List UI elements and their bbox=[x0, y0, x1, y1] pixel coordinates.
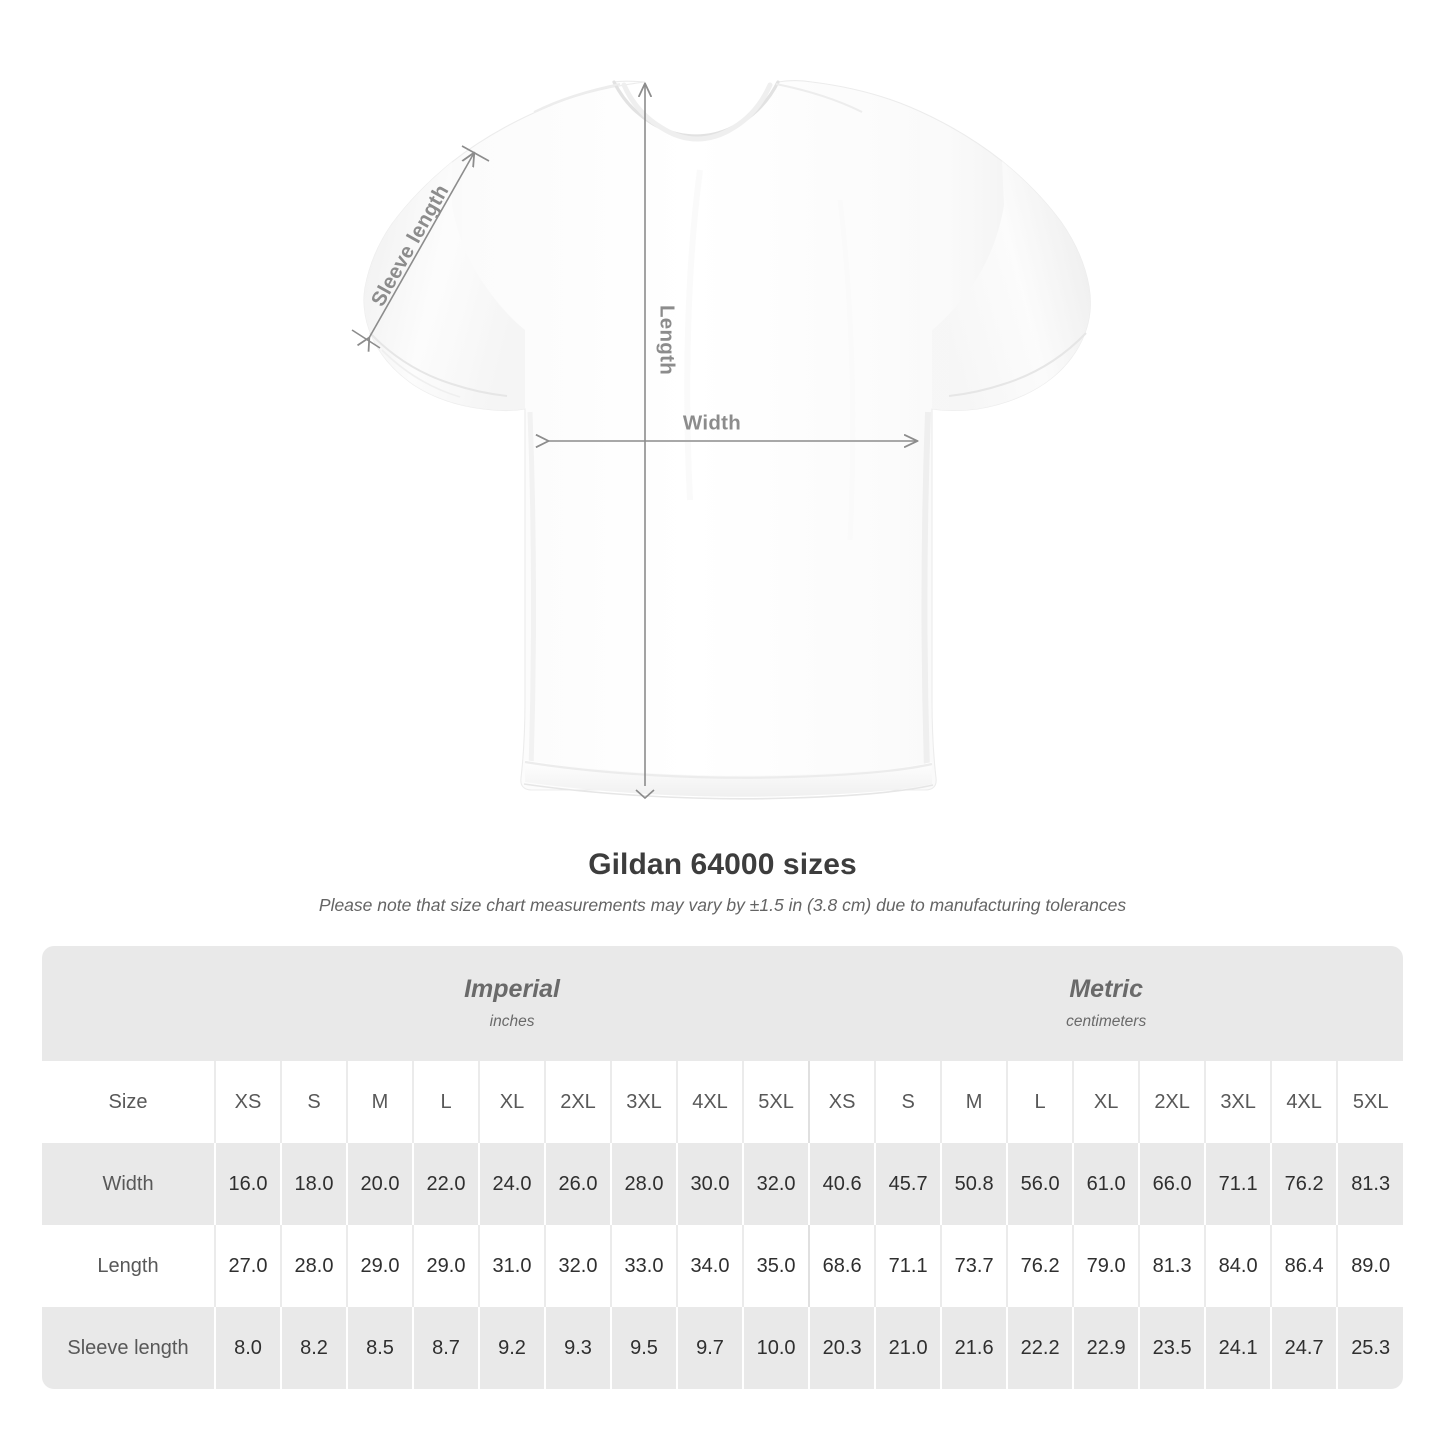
chart-title-block: Gildan 64000 sizes Please note that size… bbox=[0, 845, 1445, 917]
measurement-cell: 21.6 bbox=[940, 1307, 1008, 1389]
size-header-cell: S bbox=[874, 1061, 942, 1143]
measurement-cell: 66.0 bbox=[1138, 1143, 1206, 1225]
measurement-cell: 50.8 bbox=[940, 1143, 1008, 1225]
measurement-cell: 71.1 bbox=[874, 1225, 942, 1307]
measurement-cell: 35.0 bbox=[741, 1225, 810, 1307]
table-row: Sleeve length 8.0 8.2 8.5 8.7 9.2 9.3 9.5 9.7 10.… bbox=[42, 1307, 1404, 1389]
measurement-cell: 30.0 bbox=[676, 1143, 743, 1225]
width-label: Width bbox=[683, 411, 741, 434]
measurement-cell: 34.0 bbox=[676, 1225, 743, 1307]
system-name: Imperial bbox=[464, 974, 560, 1003]
tshirt-measurement-diagram: Sleeve length Length Width bbox=[351, 79, 1091, 800]
measurement-cell: 71.1 bbox=[1204, 1143, 1272, 1225]
size-header-cell: M bbox=[346, 1061, 413, 1143]
measurement-cell: 33.0 bbox=[610, 1225, 677, 1307]
measurement-row-label: Width bbox=[42, 1143, 215, 1225]
system-header-imperial: Imperial inches bbox=[215, 946, 810, 1061]
size-header-cell: L bbox=[1006, 1061, 1074, 1143]
size-header-cell: M bbox=[940, 1061, 1008, 1143]
size-header-cell: 3XL bbox=[1204, 1061, 1272, 1143]
measurement-cell: 24.0 bbox=[478, 1143, 545, 1225]
measurement-cell: 18.0 bbox=[280, 1143, 347, 1225]
measurement-cell: 68.6 bbox=[808, 1225, 876, 1307]
measurement-cell: 84.0 bbox=[1204, 1225, 1272, 1307]
page-title: Gildan 64000 sizes bbox=[588, 848, 857, 881]
measurement-cell: 21.0 bbox=[874, 1307, 942, 1389]
measurement-cell: 23.5 bbox=[1138, 1307, 1206, 1389]
measurement-cell: 61.0 bbox=[1072, 1143, 1140, 1225]
size-header-cell: XL bbox=[478, 1061, 545, 1143]
measurement-cell: 24.1 bbox=[1204, 1307, 1272, 1389]
size-header-cell: 3XL bbox=[610, 1061, 677, 1143]
table-row: Length 27.0 28.0 29.0 29.0 31.0 32.0 33.0 34.0 35… bbox=[42, 1225, 1404, 1307]
system-name: Metric bbox=[1069, 974, 1143, 1003]
measurement-cell: 32.0 bbox=[741, 1143, 810, 1225]
measurement-cell: 27.0 bbox=[214, 1225, 281, 1307]
size-header-cell: 5XL bbox=[741, 1061, 810, 1143]
measurement-cell: 22.9 bbox=[1072, 1307, 1140, 1389]
measurement-cell: 10.0 bbox=[741, 1307, 810, 1389]
measurement-cell: 28.0 bbox=[280, 1225, 347, 1307]
system-unit: inches bbox=[489, 1012, 535, 1030]
size-header-cell: 2XL bbox=[544, 1061, 611, 1143]
measurement-cell: 9.5 bbox=[610, 1307, 677, 1389]
measurement-cell: 22.2 bbox=[1006, 1307, 1074, 1389]
measurement-cell: 40.6 bbox=[808, 1143, 876, 1225]
size-header-cell: 4XL bbox=[1270, 1061, 1338, 1143]
measurement-cell: 9.2 bbox=[478, 1307, 545, 1389]
measurement-cell: 20.0 bbox=[346, 1143, 413, 1225]
size-header-cell: 2XL bbox=[1138, 1061, 1206, 1143]
size-header-cell: S bbox=[280, 1061, 347, 1143]
measurement-cell: 76.2 bbox=[1270, 1143, 1338, 1225]
measurement-cell: 28.0 bbox=[610, 1143, 677, 1225]
measurement-cell: 45.7 bbox=[874, 1143, 942, 1225]
measurement-cell: 26.0 bbox=[544, 1143, 611, 1225]
measurement-cell: 25.3 bbox=[1336, 1307, 1404, 1389]
measurement-cell: 8.0 bbox=[214, 1307, 281, 1389]
size-header-cell: XL bbox=[1072, 1061, 1140, 1143]
table-row: Width 16.0 18.0 20.0 22.0 24.0 26.0 28.0 30.0 32.… bbox=[42, 1143, 1404, 1225]
measurement-cell: 31.0 bbox=[478, 1225, 545, 1307]
size-header-row: Size XS S M L XL 2XL 3XL 4XL 5XL XS S M L XL 2XL 3XL 4XL 5… bbox=[42, 1061, 1404, 1143]
measurement-cell: 86.4 bbox=[1270, 1225, 1338, 1307]
measurement-row-label: Length bbox=[42, 1225, 215, 1307]
measurement-cell: 29.0 bbox=[412, 1225, 479, 1307]
system-row-spacer bbox=[42, 946, 215, 1061]
measurement-cell: 29.0 bbox=[346, 1225, 413, 1307]
measurement-cell: 79.0 bbox=[1072, 1225, 1140, 1307]
measurement-system-row: Imperial inches Metric centimeters bbox=[42, 946, 1404, 1061]
measurement-cell: 16.0 bbox=[214, 1143, 281, 1225]
measurement-cell: 8.2 bbox=[280, 1307, 347, 1389]
measurement-cell: 9.7 bbox=[676, 1307, 743, 1389]
measurement-cell: 56.0 bbox=[1006, 1143, 1074, 1225]
measurement-cell: 24.7 bbox=[1270, 1307, 1338, 1389]
measurement-cell: 81.3 bbox=[1336, 1143, 1404, 1225]
measurement-cell: 20.3 bbox=[808, 1307, 876, 1389]
tshirt-shape bbox=[363, 79, 1091, 800]
size-header-cell: 5XL bbox=[1336, 1061, 1404, 1143]
size-header-cell: L bbox=[412, 1061, 479, 1143]
system-header-metric: Metric centimeters bbox=[809, 946, 1404, 1061]
size-header-cell: 4XL bbox=[676, 1061, 743, 1143]
length-label: Length bbox=[656, 305, 679, 375]
size-header-cell: XS bbox=[808, 1061, 876, 1143]
tshirt-illustration: Sleeve length Length Width bbox=[351, 79, 1091, 800]
measurement-cell: 8.5 bbox=[346, 1307, 413, 1389]
measurement-row-label: Sleeve length bbox=[42, 1307, 215, 1389]
measurement-cell: 22.0 bbox=[412, 1143, 479, 1225]
measurement-cell: 76.2 bbox=[1006, 1225, 1074, 1307]
sleeve-length-arrow bbox=[351, 145, 490, 348]
measurement-tolerance-note: Please note that size chart measurements… bbox=[318, 895, 1127, 915]
measurement-cell: 32.0 bbox=[544, 1225, 611, 1307]
measurement-cell: 81.3 bbox=[1138, 1225, 1206, 1307]
size-header-cell: XS bbox=[214, 1061, 281, 1143]
size-chart-table: Imperial inches Metric centimeters Size XS S M L… bbox=[42, 946, 1404, 1389]
measurement-cell: 8.7 bbox=[412, 1307, 479, 1389]
measurement-cell: 89.0 bbox=[1336, 1225, 1404, 1307]
measurement-cell: 9.3 bbox=[544, 1307, 611, 1389]
measurement-cell: 73.7 bbox=[940, 1225, 1008, 1307]
system-unit: centimeters bbox=[1066, 1012, 1147, 1030]
size-column-header: Size bbox=[42, 1061, 215, 1143]
